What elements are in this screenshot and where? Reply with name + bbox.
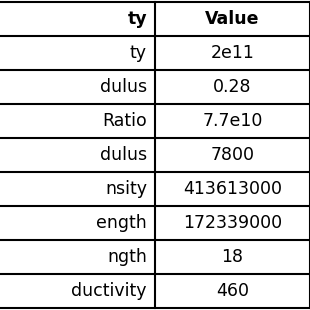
Text: dulus: dulus xyxy=(100,146,147,164)
Text: 172339000: 172339000 xyxy=(183,214,282,232)
Text: 2e11: 2e11 xyxy=(210,44,255,62)
Text: Value: Value xyxy=(205,10,260,28)
Text: ty: ty xyxy=(130,44,147,62)
Text: 7800: 7800 xyxy=(210,146,255,164)
Text: ductivity: ductivity xyxy=(72,282,147,300)
Text: 0.28: 0.28 xyxy=(213,78,252,96)
Text: ength: ength xyxy=(96,214,147,232)
Text: 460: 460 xyxy=(216,282,249,300)
Text: ty: ty xyxy=(127,10,147,28)
Text: 18: 18 xyxy=(222,248,243,266)
Text: dulus: dulus xyxy=(100,78,147,96)
Text: 413613000: 413613000 xyxy=(183,180,282,198)
Text: Ratio: Ratio xyxy=(102,112,147,130)
Text: nsity: nsity xyxy=(105,180,147,198)
Text: ngth: ngth xyxy=(107,248,147,266)
Text: 7.7e10: 7.7e10 xyxy=(202,112,263,130)
